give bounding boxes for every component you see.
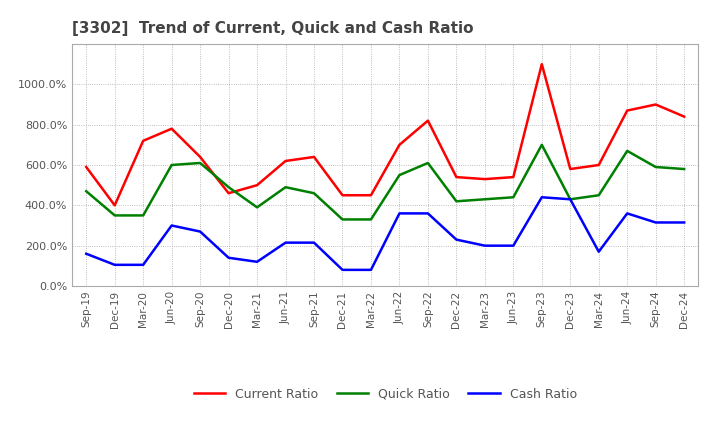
Cash Ratio <box>167 223 176 228</box>
Current Ratio <box>623 108 631 113</box>
Quick Ratio <box>196 160 204 165</box>
Quick Ratio <box>652 165 660 170</box>
Cash Ratio <box>366 267 375 272</box>
Line: Cash Ratio: Cash Ratio <box>86 197 684 270</box>
Line: Current Ratio: Current Ratio <box>86 64 684 205</box>
Cash Ratio <box>82 251 91 257</box>
Quick Ratio <box>595 193 603 198</box>
Quick Ratio <box>82 189 91 194</box>
Cash Ratio <box>680 220 688 225</box>
Current Ratio <box>225 191 233 196</box>
Current Ratio <box>395 142 404 147</box>
Current Ratio <box>139 138 148 143</box>
Cash Ratio <box>395 211 404 216</box>
Current Ratio <box>480 176 489 182</box>
Quick Ratio <box>623 148 631 154</box>
Cash Ratio <box>623 211 631 216</box>
Current Ratio <box>110 203 119 208</box>
Quick Ratio <box>310 191 318 196</box>
Cash Ratio <box>338 267 347 272</box>
Legend: Current Ratio, Quick Ratio, Cash Ratio: Current Ratio, Quick Ratio, Cash Ratio <box>189 383 582 406</box>
Quick Ratio <box>253 205 261 210</box>
Quick Ratio <box>110 213 119 218</box>
Quick Ratio <box>366 217 375 222</box>
Current Ratio <box>423 118 432 123</box>
Quick Ratio <box>282 184 290 190</box>
Cash Ratio <box>139 262 148 268</box>
Quick Ratio <box>225 184 233 190</box>
Cash Ratio <box>452 237 461 242</box>
Current Ratio <box>537 62 546 67</box>
Current Ratio <box>338 193 347 198</box>
Cash Ratio <box>253 259 261 264</box>
Cash Ratio <box>310 240 318 245</box>
Current Ratio <box>509 174 518 180</box>
Cash Ratio <box>652 220 660 225</box>
Quick Ratio <box>423 160 432 165</box>
Current Ratio <box>196 154 204 160</box>
Quick Ratio <box>680 166 688 172</box>
Quick Ratio <box>395 172 404 178</box>
Current Ratio <box>366 193 375 198</box>
Current Ratio <box>452 174 461 180</box>
Cash Ratio <box>595 249 603 254</box>
Quick Ratio <box>509 194 518 200</box>
Cash Ratio <box>480 243 489 248</box>
Quick Ratio <box>452 199 461 204</box>
Current Ratio <box>566 166 575 172</box>
Quick Ratio <box>338 217 347 222</box>
Quick Ratio <box>480 197 489 202</box>
Current Ratio <box>652 102 660 107</box>
Current Ratio <box>253 183 261 188</box>
Current Ratio <box>282 158 290 164</box>
Cash Ratio <box>196 229 204 234</box>
Cash Ratio <box>566 197 575 202</box>
Text: [3302]  Trend of Current, Quick and Cash Ratio: [3302] Trend of Current, Quick and Cash … <box>72 21 474 36</box>
Cash Ratio <box>509 243 518 248</box>
Cash Ratio <box>423 211 432 216</box>
Current Ratio <box>82 165 91 170</box>
Current Ratio <box>167 126 176 131</box>
Cash Ratio <box>225 255 233 260</box>
Quick Ratio <box>566 197 575 202</box>
Cash Ratio <box>537 194 546 200</box>
Quick Ratio <box>139 213 148 218</box>
Current Ratio <box>595 162 603 168</box>
Cash Ratio <box>110 262 119 268</box>
Line: Quick Ratio: Quick Ratio <box>86 145 684 220</box>
Quick Ratio <box>167 162 176 168</box>
Quick Ratio <box>537 142 546 147</box>
Current Ratio <box>310 154 318 160</box>
Cash Ratio <box>282 240 290 245</box>
Current Ratio <box>680 114 688 119</box>
